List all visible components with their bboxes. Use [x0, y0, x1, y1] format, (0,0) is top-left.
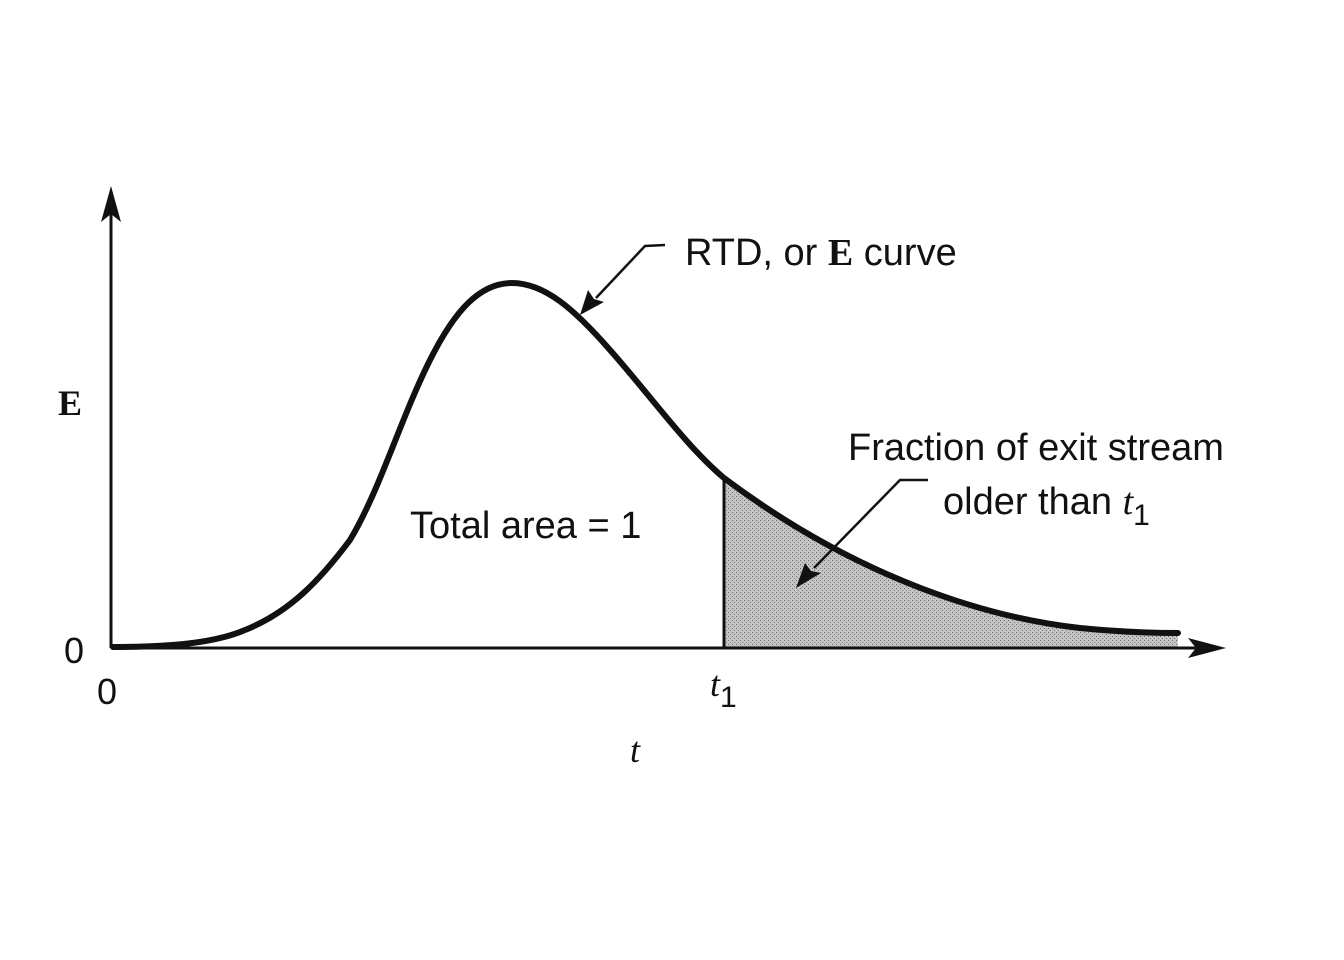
curve-label-bold: E: [828, 232, 853, 274]
fraction-label-line2: older than t1: [943, 481, 1150, 532]
t1-label-subscript: 1: [720, 681, 737, 714]
x-axis-label: t: [630, 730, 641, 770]
curve-label-prefix: RTD, or: [685, 232, 828, 274]
curve-label-leader: [595, 243, 666, 299]
fraction-label-arrowhead: [796, 563, 821, 588]
y-zero-label: 0: [64, 630, 84, 671]
y-axis-arrowhead: [101, 186, 121, 222]
curve-label: RTD, or E curve: [685, 232, 957, 274]
fraction-label-leader: [813, 478, 928, 569]
curve-label-arrowhead: [580, 290, 604, 315]
curve-label-suffix: curve: [853, 232, 956, 274]
shaded-tail-area: [724, 478, 1178, 648]
fraction-label-line2-text: older than: [943, 481, 1123, 523]
t1-label-base: t: [710, 664, 721, 704]
y-axis-label: E: [58, 383, 82, 423]
x-zero-label: 0: [97, 671, 117, 712]
x-axis-arrowhead: [1188, 638, 1226, 658]
total-area-label: Total area = 1: [410, 505, 641, 547]
fraction-label-line2-t: t: [1123, 481, 1135, 523]
t1-label: t1: [710, 664, 737, 714]
e-curve: [110, 280, 1181, 650]
fraction-label-line1: Fraction of exit stream: [848, 427, 1224, 469]
fraction-label-line2-sub: 1: [1133, 499, 1150, 532]
